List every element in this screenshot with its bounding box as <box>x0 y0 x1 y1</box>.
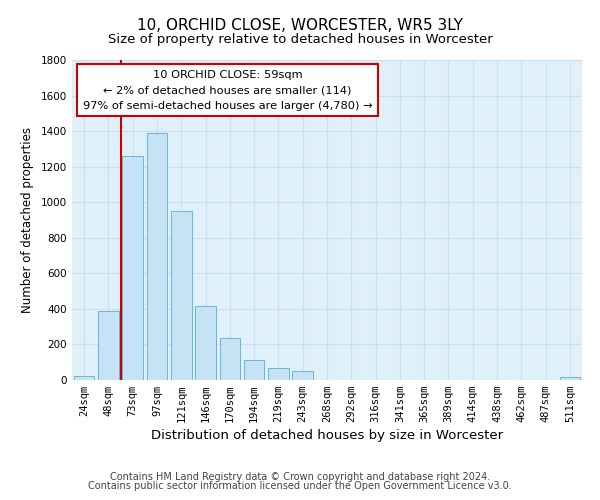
Bar <box>268 368 289 380</box>
Bar <box>74 376 94 380</box>
Text: Size of property relative to detached houses in Worcester: Size of property relative to detached ho… <box>107 32 493 46</box>
Y-axis label: Number of detached properties: Number of detached properties <box>21 127 34 313</box>
Bar <box>220 338 240 380</box>
Bar <box>171 211 191 380</box>
Bar <box>292 371 313 380</box>
Bar <box>560 378 580 380</box>
Text: 10 ORCHID CLOSE: 59sqm
← 2% of detached houses are smaller (114)
97% of semi-det: 10 ORCHID CLOSE: 59sqm ← 2% of detached … <box>83 70 372 111</box>
Bar <box>244 360 265 380</box>
Text: Contains public sector information licensed under the Open Government Licence v3: Contains public sector information licen… <box>88 481 512 491</box>
Text: 10, ORCHID CLOSE, WORCESTER, WR5 3LY: 10, ORCHID CLOSE, WORCESTER, WR5 3LY <box>137 18 463 32</box>
Text: Contains HM Land Registry data © Crown copyright and database right 2024.: Contains HM Land Registry data © Crown c… <box>110 472 490 482</box>
Bar <box>122 156 143 380</box>
X-axis label: Distribution of detached houses by size in Worcester: Distribution of detached houses by size … <box>151 430 503 442</box>
Bar <box>195 306 216 380</box>
Bar <box>146 133 167 380</box>
Bar <box>98 310 119 380</box>
